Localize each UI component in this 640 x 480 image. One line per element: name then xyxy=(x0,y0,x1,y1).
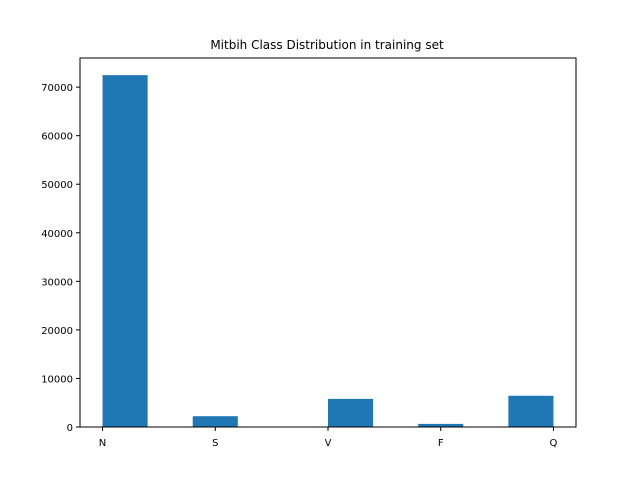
y-tick-label-4: 40000 xyxy=(41,229,73,240)
y-tick-label-7: 70000 xyxy=(41,83,73,94)
y-tick-label-6: 60000 xyxy=(41,132,73,143)
x-tick-label-1: S xyxy=(212,438,218,449)
bar-0 xyxy=(102,75,148,428)
bars-group xyxy=(102,75,554,428)
y-tick-label-5: 50000 xyxy=(41,180,73,191)
x-tick-label-2: V xyxy=(325,438,332,449)
x-tick-label-3: F xyxy=(438,438,444,449)
y-tick-label-3: 30000 xyxy=(41,277,73,288)
x-tick-label-0: N xyxy=(99,438,106,449)
y-tick-label-2: 20000 xyxy=(41,326,73,337)
plot-frame xyxy=(79,57,577,428)
bar-4 xyxy=(508,395,554,427)
bar-1 xyxy=(192,416,238,427)
bar-2 xyxy=(328,398,374,427)
x-tick-label-4: Q xyxy=(550,438,558,449)
y-tick-label-1: 10000 xyxy=(41,374,73,385)
bar-3 xyxy=(418,423,464,427)
y-tick-label-0: 0 xyxy=(67,423,73,434)
chart-title: Mitbih Class Distribution in training se… xyxy=(210,38,444,52)
y-axis: 0 10000 20000 30000 40000 50000 60000 70000 xyxy=(41,83,80,434)
